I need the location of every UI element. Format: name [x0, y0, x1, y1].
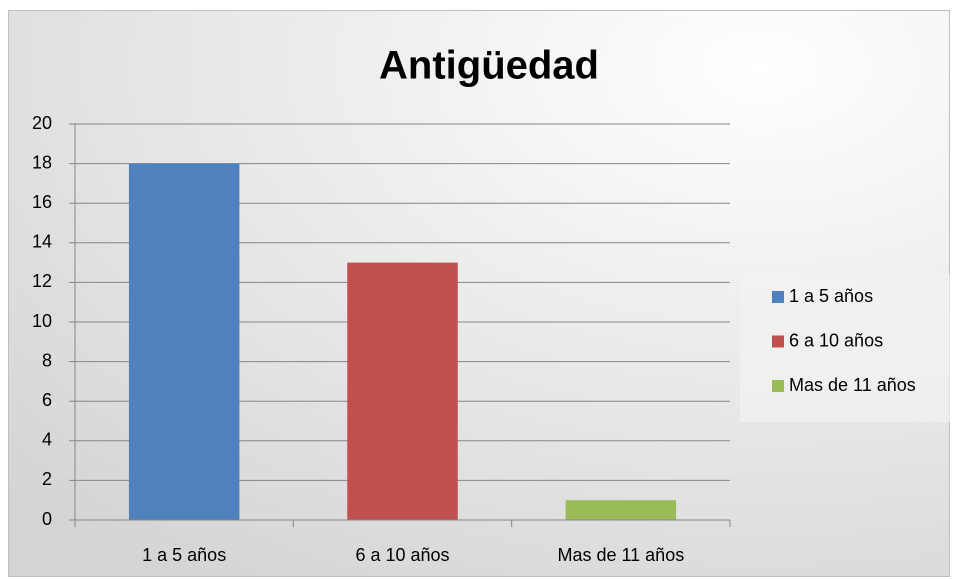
bar — [347, 262, 458, 520]
y-tick-label: 18 — [32, 152, 52, 172]
x-tick-label: 6 a 10 años — [355, 545, 449, 565]
y-tick-label: 12 — [32, 271, 52, 291]
y-tick-label: 6 — [42, 390, 52, 410]
y-tick-label: 0 — [42, 509, 52, 529]
legend-swatch — [772, 335, 784, 348]
y-tick-label: 8 — [42, 350, 52, 370]
x-tick-label: 1 a 5 años — [142, 545, 226, 565]
x-tick-label: Mas de 11 años — [557, 545, 684, 565]
legend-swatch — [772, 380, 784, 392]
y-tick-label: 2 — [42, 469, 52, 489]
chart-title: Antigüedad — [379, 44, 599, 88]
legend-label: 6 a 10 años — [789, 330, 883, 350]
legend-swatch — [772, 291, 784, 303]
y-tick-label: 20 — [32, 113, 52, 133]
y-tick-label: 10 — [32, 311, 52, 331]
y-tick-label: 16 — [32, 192, 52, 212]
legend-label: Mas de 11 años — [789, 375, 916, 395]
bar — [128, 163, 240, 520]
legend-label: 1 a 5 años — [789, 286, 873, 306]
bar — [565, 500, 677, 520]
y-tick-label: 14 — [32, 232, 52, 252]
y-tick-label: 4 — [42, 430, 52, 450]
